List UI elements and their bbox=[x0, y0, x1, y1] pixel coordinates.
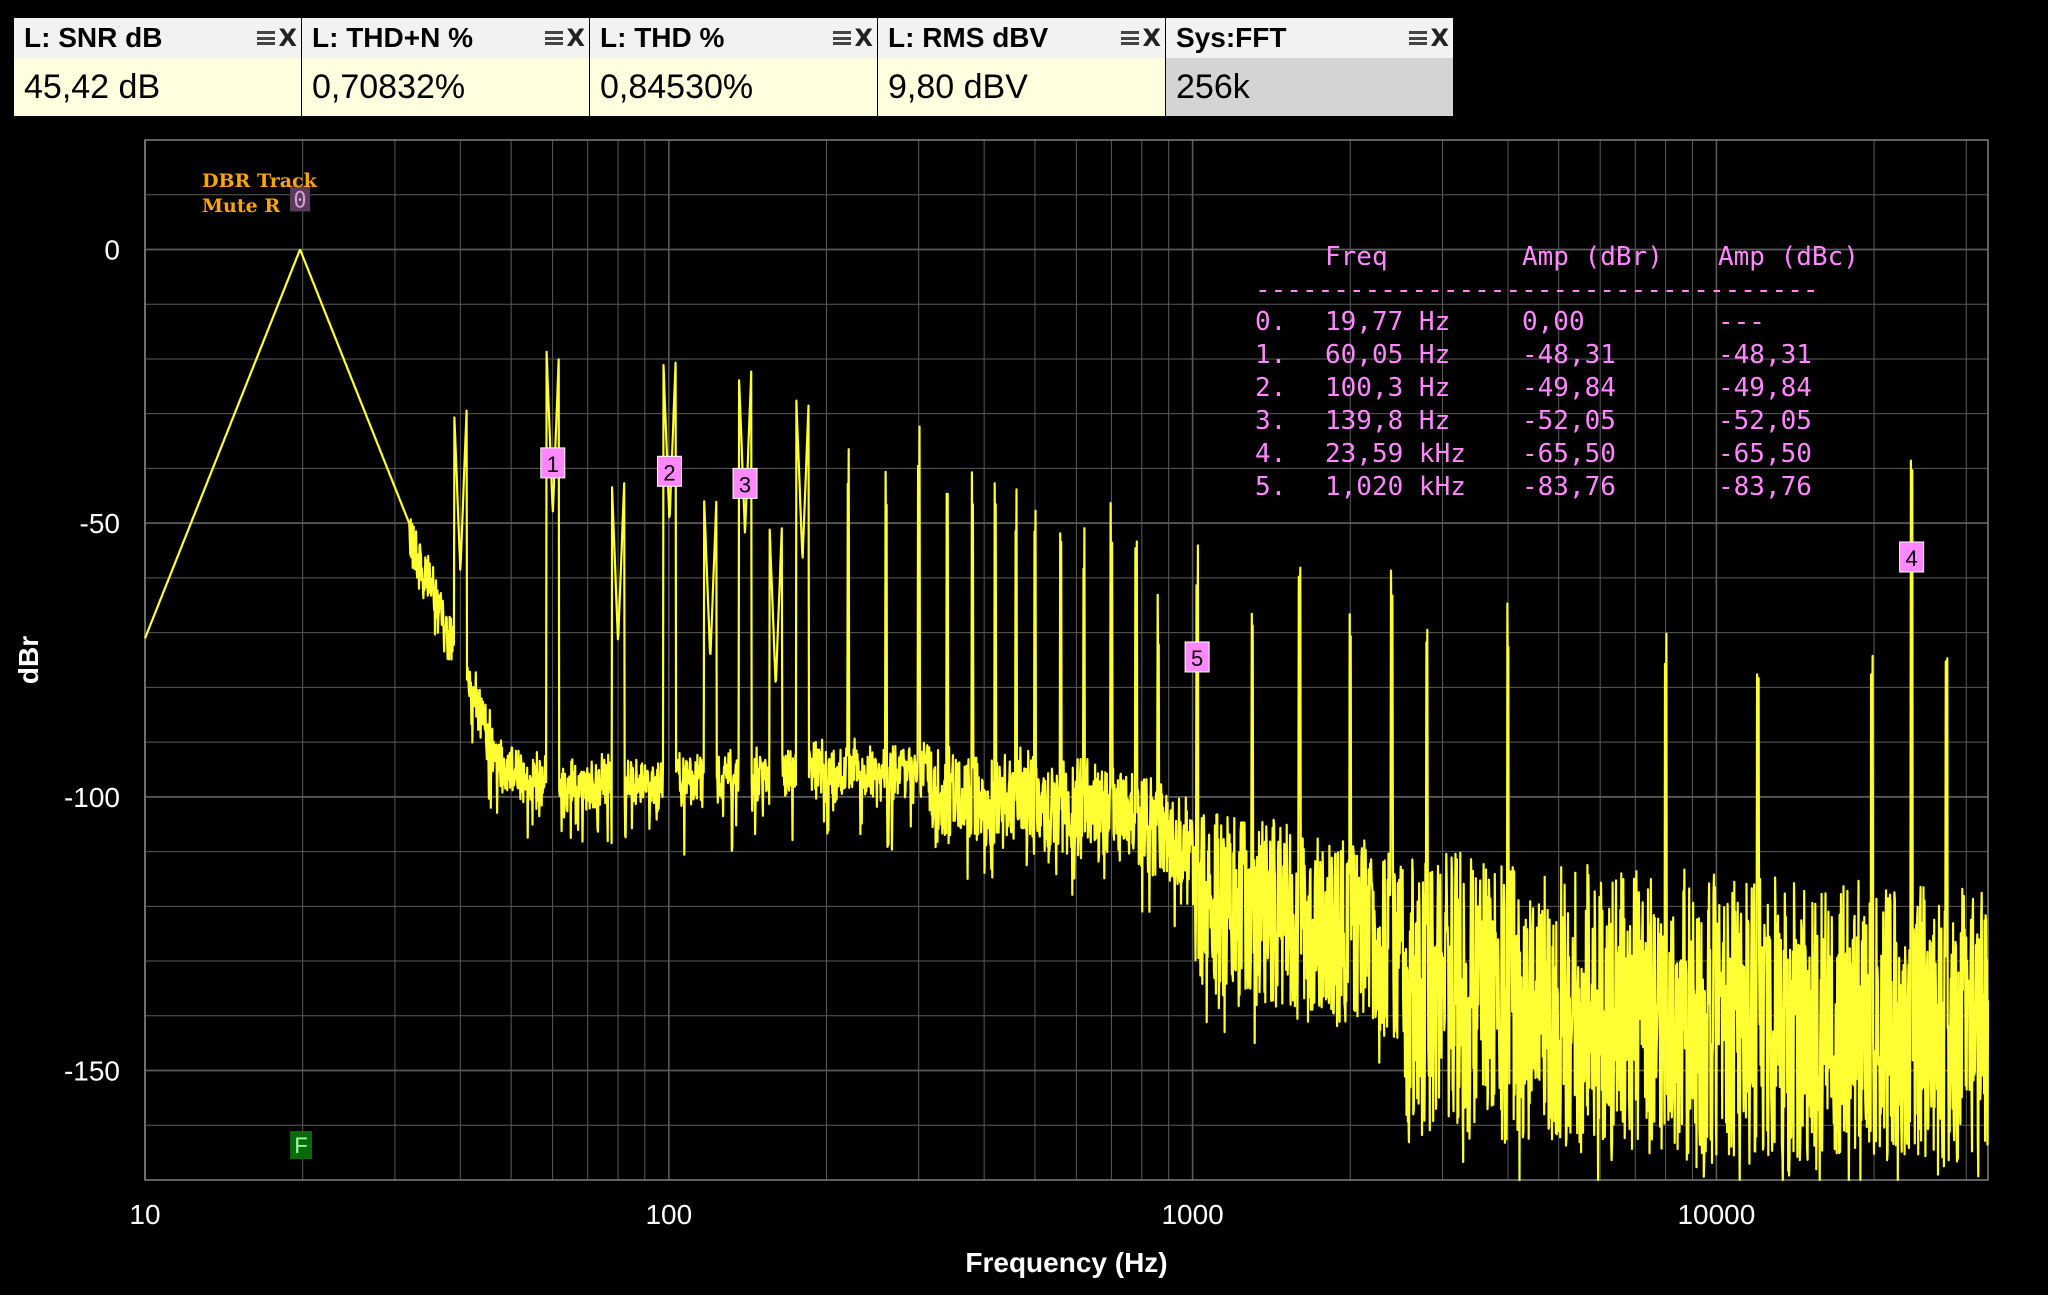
table-cell-freq: 60,05 Hz bbox=[1325, 340, 1450, 370]
table-cell-freq: 23,59 kHz bbox=[1325, 439, 1466, 469]
meter-thdn[interactable]: L: THD+N % X 0,70832% bbox=[302, 18, 589, 116]
x-tick-label: 10 bbox=[129, 1199, 160, 1230]
table-cell-index: 5. bbox=[1255, 472, 1286, 502]
annotation-mute: Mute R bbox=[202, 195, 280, 217]
marker-label: 4 bbox=[1906, 546, 1918, 571]
menu-icon[interactable] bbox=[833, 31, 852, 45]
meter-icons: X bbox=[833, 26, 873, 50]
table-cell-index: 4. bbox=[1255, 439, 1286, 469]
table-cell-dbr: -52,05 bbox=[1522, 406, 1616, 436]
marker-label: 1 bbox=[547, 452, 559, 477]
menu-icon[interactable] bbox=[1409, 31, 1428, 45]
close-icon[interactable]: X bbox=[1142, 24, 1161, 52]
table-cell-dbr: 0,00 bbox=[1522, 307, 1585, 337]
menu-icon[interactable] bbox=[257, 31, 276, 45]
plot-frame bbox=[144, 139, 1989, 1181]
table-cell-dbc: -49,84 bbox=[1718, 373, 1812, 403]
meter-title: L: RMS dBV bbox=[888, 22, 1049, 53]
table-cell-dbr: -83,76 bbox=[1522, 472, 1616, 502]
close-icon[interactable]: X bbox=[566, 24, 585, 52]
meter-header: L: THD % X bbox=[590, 18, 877, 58]
meter-title: L: THD+N % bbox=[312, 22, 473, 53]
table-cell-freq: 139,8 Hz bbox=[1325, 406, 1450, 436]
table-cell-dbr: -49,84 bbox=[1522, 373, 1616, 403]
table-cell-dbr: -65,50 bbox=[1522, 439, 1616, 469]
marker-label: 0 bbox=[293, 188, 306, 213]
table-cell-index: 3. bbox=[1255, 406, 1286, 436]
close-icon[interactable]: X bbox=[278, 24, 297, 52]
table-cell-dbc: -65,50 bbox=[1718, 439, 1812, 469]
f-marker-box bbox=[290, 1131, 313, 1159]
meter-value: 45,42 dB bbox=[14, 58, 301, 116]
table-cell-index: 2. bbox=[1255, 373, 1286, 403]
meter-header: L: SNR dB X bbox=[14, 18, 301, 58]
meter-value: 0,84530% bbox=[590, 58, 877, 116]
meter-thd[interactable]: L: THD % X 0,84530% bbox=[590, 18, 877, 116]
meter-icons: X bbox=[1121, 26, 1161, 50]
chart-axes: 10 100 1000 10000 0 -50 -100 -150 Frequency (Hz)… bbox=[13, 234, 1755, 1278]
marker-box bbox=[1899, 541, 1925, 573]
table-cell-dbc: -48,31 bbox=[1718, 340, 1812, 370]
meter-icons: X bbox=[545, 26, 585, 50]
meter-bar: L: SNR dB X 45,42 dB L: THD+N % X 0,7083… bbox=[14, 18, 1454, 116]
meter-snr[interactable]: L: SNR dB X 45,42 dB bbox=[14, 18, 301, 116]
meter-value: 0,70832% bbox=[302, 58, 589, 116]
close-icon[interactable]: X bbox=[1430, 24, 1449, 52]
menu-icon[interactable] bbox=[545, 31, 564, 45]
meter-header: L: THD+N % X bbox=[302, 18, 589, 58]
table-separator: ------------------------------------ bbox=[1255, 275, 1819, 305]
table-cell-dbc: -52,05 bbox=[1718, 406, 1812, 436]
table-cell-index: 1. bbox=[1255, 340, 1286, 370]
table-header-freq: Freq bbox=[1325, 242, 1388, 272]
table-cell-freq: 1,020 kHz bbox=[1325, 472, 1466, 502]
table-cell-dbc: --- bbox=[1718, 307, 1765, 337]
meter-value: 9,80 dBV bbox=[878, 58, 1165, 116]
y-tick-label: -100 bbox=[64, 782, 120, 813]
meter-icons: X bbox=[1409, 26, 1449, 50]
table-cell-dbc: -83,76 bbox=[1718, 472, 1812, 502]
x-tick-label: 100 bbox=[645, 1199, 692, 1230]
marker-label: 5 bbox=[1191, 646, 1203, 671]
marker-box bbox=[290, 185, 311, 212]
marker-label: 3 bbox=[739, 472, 751, 497]
x-axis-label: Frequency (Hz) bbox=[965, 1247, 1167, 1278]
harmonic-markers: 0 1 2 3 4 5 bbox=[290, 185, 1925, 673]
y-tick-label: -150 bbox=[64, 1056, 120, 1087]
marker-box bbox=[540, 447, 566, 479]
table-header-dbc: Amp (dBc) bbox=[1718, 242, 1859, 272]
table-cell-freq: 19,77 Hz bbox=[1325, 307, 1450, 337]
meter-value: 256k bbox=[1166, 58, 1453, 116]
marker-label: 2 bbox=[663, 460, 675, 485]
y-axis-label: dBr bbox=[13, 636, 44, 684]
meter-fft[interactable]: Sys:FFT X 256k bbox=[1166, 18, 1453, 116]
spectrum-trace bbox=[143, 248, 1990, 1182]
meter-title: L: SNR dB bbox=[24, 22, 163, 53]
f-marker-label: F bbox=[294, 1133, 307, 1158]
table-cell-index: 0. bbox=[1255, 307, 1286, 337]
meter-icons: X bbox=[257, 26, 297, 50]
x-tick-label: 10000 bbox=[1677, 1199, 1755, 1230]
chart-annotations: DBR Track Mute R F bbox=[202, 170, 318, 1159]
marker-box bbox=[1184, 641, 1210, 673]
meter-header: L: RMS dBV X bbox=[878, 18, 1165, 58]
harmonics-table: Freq Amp (dBr) Amp (dBc)------------------… bbox=[1255, 242, 1859, 502]
y-tick-label: -50 bbox=[80, 508, 120, 539]
marker-box bbox=[732, 467, 758, 499]
close-icon[interactable]: X bbox=[854, 24, 873, 52]
meter-title: L: THD % bbox=[600, 22, 725, 53]
marker-box bbox=[656, 455, 682, 487]
menu-icon[interactable] bbox=[1121, 31, 1140, 45]
meter-title: Sys:FFT bbox=[1176, 22, 1287, 53]
table-header-dbr: Amp (dBr) bbox=[1522, 242, 1663, 272]
table-cell-freq: 100,3 Hz bbox=[1325, 373, 1450, 403]
spectrum-line bbox=[143, 248, 1990, 1182]
table-cell-dbr: -48,31 bbox=[1522, 340, 1616, 370]
y-tick-label: 0 bbox=[104, 234, 120, 265]
x-tick-label: 1000 bbox=[1161, 1199, 1223, 1230]
meter-rms[interactable]: L: RMS dBV X 9,80 dBV bbox=[878, 18, 1165, 116]
annotation-dbr-track: DBR Track bbox=[202, 170, 318, 192]
meter-header: Sys:FFT X bbox=[1166, 18, 1453, 58]
